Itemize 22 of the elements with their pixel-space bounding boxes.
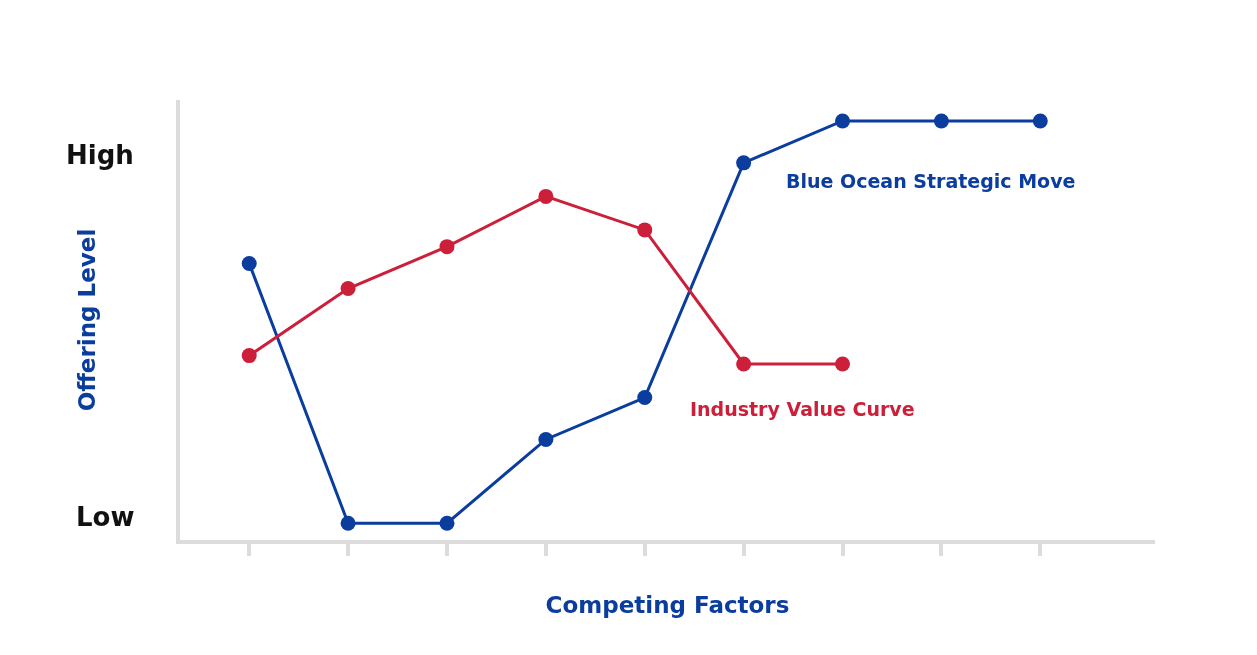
point bbox=[538, 431, 554, 447]
point bbox=[439, 515, 455, 531]
text: Industry Value Curve bbox=[690, 398, 915, 420]
point bbox=[736, 155, 752, 171]
point bbox=[538, 188, 554, 204]
text: High bbox=[66, 140, 134, 170]
x-axis-title: Competing Factors bbox=[545, 591, 790, 618]
point bbox=[439, 239, 455, 255]
point bbox=[637, 390, 653, 406]
series-label: Blue Ocean Strategic Move bbox=[786, 170, 1076, 192]
text: Low bbox=[76, 502, 135, 532]
point bbox=[340, 281, 356, 297]
y-axis-title: Offering Level bbox=[73, 228, 100, 412]
point bbox=[835, 356, 851, 372]
point bbox=[835, 113, 851, 129]
point bbox=[933, 113, 949, 129]
point bbox=[340, 515, 356, 531]
point bbox=[241, 348, 257, 364]
point bbox=[241, 255, 257, 271]
point bbox=[637, 222, 653, 238]
point bbox=[736, 356, 752, 372]
point bbox=[1032, 113, 1048, 129]
